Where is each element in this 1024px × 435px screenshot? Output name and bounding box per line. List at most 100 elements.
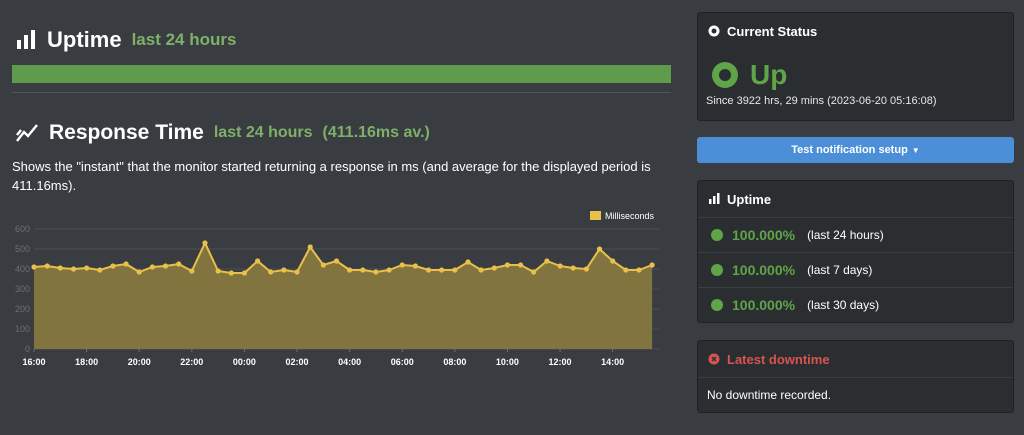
uptime-row: 100.000% (last 24 hours) [698,217,1013,252]
y-tick-label: 0 [25,344,30,354]
data-point [202,240,208,246]
data-point [281,267,287,273]
uptime-title: Uptime [47,27,122,52]
data-point [333,258,340,264]
data-point [44,263,50,269]
legend-label: Milliseconds [605,211,655,221]
latest-downtime-panel: Latest downtime No downtime recorded. [697,340,1014,413]
data-point [320,262,326,268]
data-point [149,264,155,270]
data-point [452,267,458,273]
data-point [215,268,221,274]
data-point [439,267,445,273]
uptime-percent: 100.000% [732,227,796,243]
data-point [518,262,524,268]
data-point [531,269,537,275]
data-point [583,266,590,272]
x-tick-label: 16:00 [22,357,45,367]
x-tick-label: 06:00 [391,357,414,367]
status-since: Since 3922 hrs, 29 mins (2023-06-20 05:1… [706,95,937,107]
line-chart-icon [16,124,38,142]
data-point [57,265,63,271]
x-tick-label: 02:00 [286,357,309,367]
data-point [294,269,300,275]
sidebar: Current Status Up Since 3922 hrs, 29 min… [697,12,1014,413]
data-point [255,258,261,264]
data-point [241,270,247,276]
bar-chart-icon [709,193,720,204]
x-tick-label: 14:00 [601,357,624,367]
response-time-description: Shows the "instant" that the monitor sta… [12,159,651,193]
x-tick-label: 08:00 [443,357,466,367]
uptime-percent: 100.000% [732,262,796,278]
uptime-panel-title: Uptime [727,191,772,207]
data-point [162,263,169,269]
times-circle-icon [708,353,720,365]
data-point [31,264,37,270]
bar-chart-icon [17,30,35,49]
x-tick-label: 18:00 [75,357,98,367]
data-point [97,267,103,273]
x-tick-label: 00:00 [233,357,256,367]
legend-swatch [590,211,601,220]
test-notification-button[interactable]: Test notification setup ▼ [697,137,1014,163]
data-point [347,267,353,273]
uptime-header: Uptime last 24 hours [15,27,236,53]
data-point [268,269,274,275]
uptime-range: (last 30 days) [807,298,880,312]
status-text: Up [750,59,788,90]
y-tick-label: 300 [15,284,30,294]
data-point [491,265,497,271]
data-point [465,259,471,265]
data-point [425,267,432,273]
badge-check-icon [711,264,723,276]
data-point [84,265,90,271]
uptime-progress-bar [12,65,671,83]
data-point [544,258,550,264]
data-point [228,270,234,276]
uptime-range: (last 24 hours) [807,228,884,242]
data-point [176,261,182,267]
response-time-average: (411.16ms av.) [322,124,430,141]
data-point [110,263,116,269]
data-point [610,258,616,264]
x-tick-label: 10:00 [496,357,519,367]
data-point [373,269,379,275]
data-point [649,262,655,268]
data-point [623,267,629,273]
current-status-panel: Current Status Up Since 3922 hrs, 29 min… [697,12,1014,121]
status-up-icon [712,62,738,88]
y-tick-label: 400 [15,264,30,274]
data-point [70,266,77,272]
uptime-subtitle: last 24 hours [131,30,237,49]
y-tick-label: 200 [15,304,30,314]
x-tick-label: 04:00 [338,357,361,367]
uptime-panel: Uptime 100.000% (last 24 hours) 100.000%… [697,180,1014,323]
data-point [360,267,366,273]
series-area [34,243,653,349]
x-tick-label: 20:00 [128,357,151,367]
x-tick-label: 12:00 [549,357,572,367]
uptime-panel-header: Uptime [698,181,1013,217]
test-notification-label: Test notification setup [791,144,908,156]
current-status-header: Current Status [698,13,1013,49]
latest-downtime-text: No downtime recorded. [698,377,1013,412]
uptime-row: 100.000% (last 30 days) [698,287,1013,322]
data-point [307,244,313,250]
data-point [504,262,510,268]
status-indicator: Up [712,59,787,91]
uptime-row: 100.000% (last 7 days) [698,252,1013,287]
y-tick-label: 600 [15,224,30,234]
data-point [636,267,642,273]
data-point [123,261,129,267]
data-point [596,246,603,252]
response-time-subtitle: last 24 hours [213,124,313,141]
main-column: Uptime last 24 hours Response Time last … [12,27,671,367]
badge-check-icon [711,299,723,311]
y-tick-label: 500 [15,244,30,254]
data-point [189,268,195,274]
data-point [136,269,142,275]
response-time-header: Response Time last 24 hours (411.16ms av… [15,118,430,148]
badge-check-icon [711,229,723,241]
data-point [557,263,563,269]
